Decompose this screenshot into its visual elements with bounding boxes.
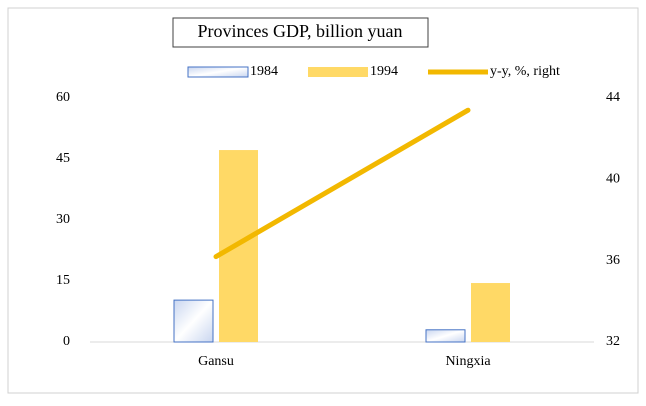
legend-label: y-y, %, right <box>490 64 560 79</box>
y2-tick-label: 32 <box>606 334 620 349</box>
y-tick-label: 0 <box>63 334 70 349</box>
x-tick-label: Ningxia <box>445 354 491 369</box>
y2-tick-label: 40 <box>606 172 620 187</box>
bar <box>425 329 466 343</box>
y-tick-label: 30 <box>56 212 70 227</box>
title-box <box>172 17 429 48</box>
line-series <box>213 107 471 260</box>
y2-tick-label: 36 <box>606 253 620 268</box>
bar <box>173 299 214 343</box>
legend-swatch <box>308 67 368 77</box>
legend-label: 1984 <box>250 64 278 79</box>
legend-label: 1994 <box>370 64 398 79</box>
y2-tick-label: 44 <box>606 90 620 105</box>
y-tick-label: 45 <box>56 151 70 166</box>
y-tick-label: 15 <box>56 273 70 288</box>
legend-swatch <box>187 66 249 78</box>
x-tick-label: Gansu <box>198 354 234 369</box>
bar <box>471 283 510 342</box>
chart-title: Provinces GDP, billion yuan <box>198 21 403 41</box>
y-tick-label: 60 <box>56 90 70 105</box>
